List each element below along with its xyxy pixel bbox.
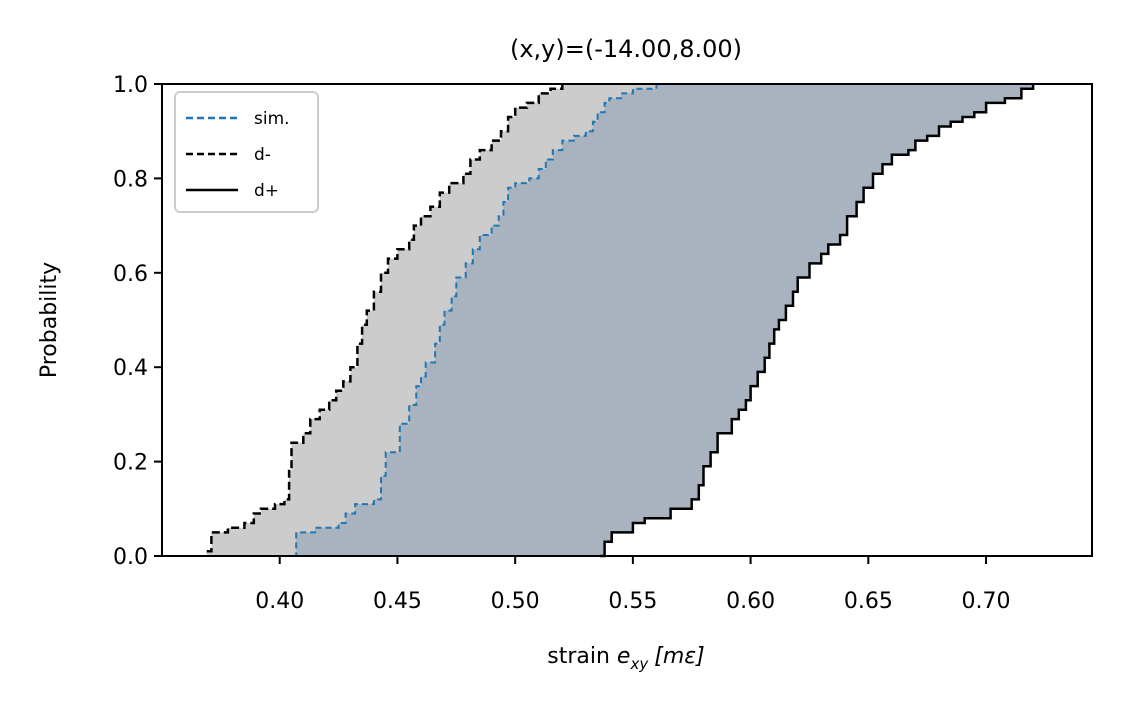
x-tick-label: 0.45 xyxy=(373,589,422,614)
x-axis-label-unit: [mε] xyxy=(654,644,705,669)
series-line-d-plus xyxy=(599,84,1035,558)
legend-label: d+ xyxy=(254,181,279,201)
series-line-sim xyxy=(293,84,658,557)
x-tick-label: 0.60 xyxy=(726,589,775,614)
x-tick-label: 0.55 xyxy=(608,589,657,614)
x-axis-label-sub: xy xyxy=(629,655,649,673)
x-axis-ticks: 0.40 0.45 0.50 0.55 0.60 0.65 0.70 xyxy=(255,556,1011,614)
y-axis-ticks: 0.0 0.2 0.4 0.6 0.8 1.0 xyxy=(113,73,162,570)
x-tick-label: 0.65 xyxy=(844,589,893,614)
chart-title: (x,y)=(-14.00,8.00) xyxy=(510,35,742,63)
y-tick-label: 1.0 xyxy=(113,73,148,98)
inner-band xyxy=(293,84,1034,556)
x-tick-label: 0.70 xyxy=(962,589,1011,614)
legend: sim. d-d+ xyxy=(174,91,319,213)
y-axis-label: Probability xyxy=(37,262,62,378)
series-lines xyxy=(206,84,1035,558)
probability-bands xyxy=(206,84,1034,556)
axes-frame xyxy=(161,83,1093,557)
x-tick-label: 0.40 xyxy=(255,589,304,614)
legend-box xyxy=(174,91,319,213)
y-tick-label: 0.4 xyxy=(113,356,148,381)
legend-label: sim. xyxy=(254,109,290,129)
plot-area xyxy=(161,83,1093,558)
x-tick-label: 0.50 xyxy=(491,589,540,614)
legend-label: d- xyxy=(254,145,271,165)
x-axis-label: strain exy [mε] xyxy=(547,644,704,673)
y-tick-label: 0.6 xyxy=(113,262,148,287)
y-tick-label: 0.0 xyxy=(113,545,148,570)
y-tick-label: 0.2 xyxy=(113,451,148,476)
x-axis-label-var: e xyxy=(617,644,631,669)
x-axis-label-prefix: strain xyxy=(547,644,617,669)
y-tick-label: 0.8 xyxy=(113,167,148,192)
series-line-d-minus xyxy=(206,84,564,553)
